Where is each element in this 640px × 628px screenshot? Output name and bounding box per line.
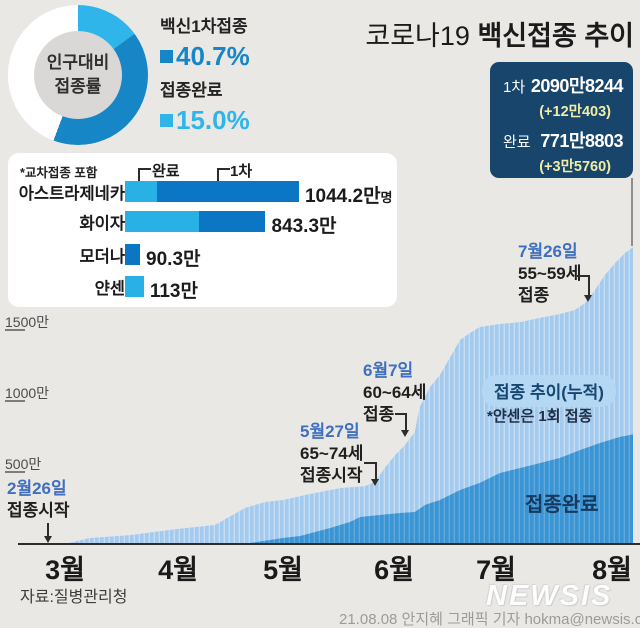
- page-title: 코로나19 백신접종 추이: [365, 14, 634, 53]
- stat-complete-value: 771만8803: [540, 131, 623, 151]
- complete-area-label: 접종완료: [525, 494, 599, 516]
- first-dose-caption: 백신1차접종 40.7%: [160, 12, 250, 72]
- title-prefix: 코로나19: [365, 21, 470, 51]
- xtick-march: 3월: [45, 555, 85, 585]
- annotation-feb26-arrow-line: [47, 523, 49, 537]
- x-axis-line: [18, 543, 640, 545]
- credit-line: 21.08.08 안지혜 그래픽 기자 hokma@newsis.com: [339, 611, 640, 628]
- bar-segment-complete: [125, 211, 200, 232]
- bar-pfizer: 843.3만: [125, 211, 337, 237]
- annotation-feb26: 2월26일 접종시작: [7, 479, 70, 520]
- janssen-note: *얀센은 1회 접종: [487, 408, 593, 425]
- bar-label: 화이자: [79, 214, 125, 233]
- newsis-logo: NEWSIS: [486, 580, 613, 612]
- bar-label: 모더나: [79, 247, 125, 266]
- bar-segment-complete: [125, 276, 144, 297]
- cross-vaccination-note: *교차접종 포함: [20, 166, 98, 180]
- annotation-feb26-arrowhead-icon: [44, 536, 52, 543]
- legend-complete-pointer: [138, 168, 151, 185]
- annotation-jun7-arrowhead-icon: [401, 430, 409, 437]
- first-dose-bullet-icon: [160, 50, 173, 63]
- xtick-may: 5월: [263, 555, 303, 585]
- complete-dose-area: [64, 434, 633, 544]
- stat-first-delta: (+12만403): [539, 104, 611, 120]
- complete-caption: 접종완료 15.0%: [160, 76, 250, 136]
- chart-title-badge: 접종 추이(누적): [482, 375, 616, 407]
- title-main: 백신접종 추이: [477, 21, 634, 51]
- bar-segment-first: [157, 181, 299, 202]
- complete-percent: 15.0%: [176, 105, 250, 135]
- bar-label: 아스트라제네카: [18, 184, 125, 203]
- annotation-jun7-pointer: [395, 413, 407, 432]
- bar-astrazeneca: 1044.2만명: [125, 181, 393, 207]
- bar-value: 90.3만: [146, 249, 201, 270]
- complete-value-row: 15.0%: [160, 105, 250, 136]
- donut-center: 인구대비 접종률: [34, 31, 122, 119]
- stat-first-label: 1차: [503, 79, 526, 96]
- bar-row-moderna: 모더나 90.3만: [8, 244, 397, 270]
- bar-segment-complete: [125, 181, 158, 202]
- ytick-500: 500만: [5, 456, 42, 472]
- bar-value: 843.3만: [271, 216, 337, 237]
- stat-first-value: 2090만8244: [530, 76, 624, 96]
- complete-label: 접종완료: [160, 81, 223, 100]
- data-source: 자료:질병관리청: [20, 589, 128, 606]
- first-dose-value-row: 40.7%: [160, 41, 250, 72]
- annotation-may27-pointer: [364, 462, 377, 481]
- annotation-may27: 5월27일 65~74세 접종시작: [300, 422, 364, 485]
- ytick-1500-line: [5, 329, 25, 331]
- cumulative-stat-box: 1차 2090만8244 (+12만403) 완료 771만8803 (+3만5…: [490, 62, 633, 178]
- donut-center-line2: 접종률: [54, 77, 102, 96]
- xtick-july: 7월: [476, 555, 516, 585]
- stat-complete-delta: (+3만5760): [539, 159, 611, 175]
- ytick-500-line: [5, 471, 25, 473]
- bar-moderna: 90.3만: [125, 244, 201, 270]
- ytick-1000: 1000만: [5, 385, 50, 401]
- first-dose-label: 백신1차접종: [160, 17, 248, 36]
- bar-janssen: 113만: [125, 276, 198, 302]
- annotation-may27-arrowhead-icon: [371, 479, 379, 486]
- bar-segment-first: [125, 244, 141, 265]
- bar-value: 1044.2만명: [304, 186, 393, 207]
- statbox-to-chart-connector-line: [631, 178, 633, 246]
- annotation-jul26-arrowhead-icon: [584, 295, 592, 302]
- legend-first: 1차: [230, 163, 253, 180]
- xtick-april: 4월: [158, 555, 198, 585]
- complete-bullet-icon: [160, 114, 173, 127]
- first-dose-area: [64, 247, 633, 544]
- ytick-1500: 1500만: [5, 314, 50, 330]
- stat-complete-label: 완료: [503, 134, 531, 151]
- bar-value: 113만: [149, 281, 198, 302]
- bar-row-pfizer: 화이자 843.3만: [8, 211, 397, 237]
- bar-row-astrazeneca: 아스트라제네카 1044.2만명: [8, 181, 397, 207]
- population-rate-donut: 인구대비 접종률: [8, 5, 148, 145]
- annotation-jul26-pointer: [577, 275, 590, 297]
- donut-center-line1: 인구대비: [46, 53, 110, 73]
- bar-row-janssen: 얀센 113만: [8, 276, 397, 302]
- bar-label: 얀센: [94, 279, 125, 298]
- first-dose-percent: 40.7%: [176, 41, 250, 71]
- legend-complete: 완료: [152, 163, 180, 180]
- annotation-jul26: 7월26일 55~59세 접종: [518, 242, 582, 305]
- xtick-june: 6월: [374, 555, 414, 585]
- ytick-1000-line: [5, 400, 25, 402]
- bar-segment-first: [199, 211, 266, 232]
- annotation-jun7: 6월7일 60~64세 접종: [363, 361, 427, 424]
- vaccine-breakdown-panel: *교차접종 포함 완료 1차 아스트라제네카 1044.2만명 화이자 843.…: [8, 153, 397, 307]
- xtick-august: 8월: [592, 555, 632, 585]
